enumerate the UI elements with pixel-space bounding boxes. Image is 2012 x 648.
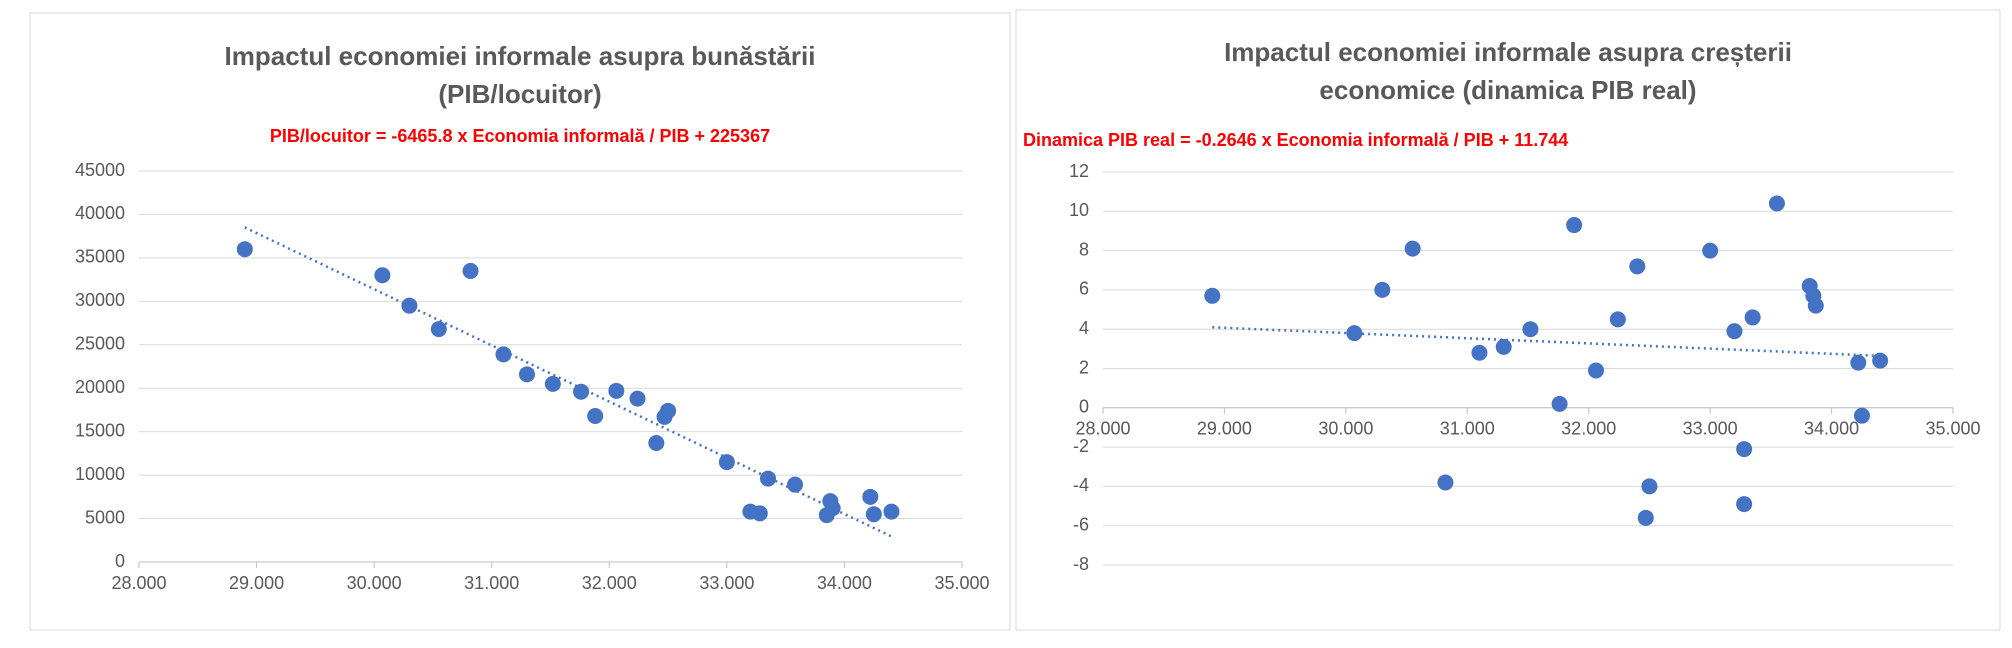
- point: [1374, 281, 1391, 298]
- point: [1404, 240, 1421, 257]
- x-tick-label: 32.000: [1561, 419, 1616, 439]
- point: [718, 454, 735, 471]
- point: [751, 505, 768, 522]
- point: [862, 488, 879, 505]
- chart-panel: [1015, 9, 2001, 631]
- x-tick-label: 32.000: [582, 573, 637, 593]
- point: [1702, 242, 1719, 259]
- point: [824, 500, 841, 517]
- chart-title: Impactul economiei informale asupra bună…: [225, 41, 816, 71]
- y-tick-label: 4: [1079, 318, 1089, 338]
- point: [883, 503, 900, 520]
- y-tick-label: 40000: [75, 203, 125, 223]
- point: [1637, 509, 1654, 526]
- x-tick-label: 31.000: [464, 573, 519, 593]
- chart-panel: [29, 12, 1011, 631]
- point: [544, 375, 561, 392]
- y-tick-label: 25000: [75, 334, 125, 354]
- point: [374, 267, 391, 284]
- point: [1744, 309, 1761, 326]
- point: [1850, 354, 1867, 371]
- point: [1204, 287, 1221, 304]
- trendline-equation: PIB/locuitor = -6465.8 x Economia inform…: [270, 126, 770, 146]
- point: [587, 408, 604, 425]
- x-tick-label: 30.000: [1318, 419, 1373, 439]
- x-tick-label: 34.000: [817, 573, 872, 593]
- x-tick-label: 33.000: [699, 573, 754, 593]
- y-tick-label: 20000: [75, 377, 125, 397]
- point: [1609, 311, 1626, 328]
- x-tick-label: 29.000: [229, 573, 284, 593]
- x-tick-label: 35.000: [1925, 419, 1980, 439]
- trendline-equation: Dinamica PIB real = -0.2646 x Economia i…: [1023, 130, 1568, 150]
- y-tick-label: 35000: [75, 247, 125, 267]
- x-tick-label: 34.000: [1804, 419, 1859, 439]
- y-tick-label: -2: [1073, 436, 1089, 456]
- point: [629, 390, 646, 407]
- y-tick-label: 10000: [75, 464, 125, 484]
- point: [1872, 352, 1889, 369]
- point: [1768, 195, 1785, 212]
- x-tick-label: 35.000: [934, 573, 989, 593]
- point: [1853, 407, 1870, 424]
- y-tick-label: 30000: [75, 290, 125, 310]
- point: [1495, 338, 1512, 355]
- point: [236, 241, 253, 258]
- point: [608, 382, 625, 399]
- point: [430, 321, 447, 338]
- y-tick-label: 5000: [85, 507, 125, 527]
- y-tick-label: 12: [1069, 161, 1089, 181]
- x-tick-label: 28.000: [111, 573, 166, 593]
- y-tick-label: 10: [1069, 200, 1089, 220]
- point: [1736, 441, 1753, 458]
- x-tick-label: 33.000: [1683, 419, 1738, 439]
- x-tick-label: 28.000: [1075, 419, 1130, 439]
- chart-title: (PIB/locuitor): [438, 79, 601, 109]
- point: [573, 383, 590, 400]
- y-tick-label: -6: [1073, 514, 1089, 534]
- y-tick-label: 15000: [75, 420, 125, 440]
- point: [1522, 321, 1539, 338]
- point: [1346, 325, 1363, 342]
- point: [787, 476, 804, 493]
- x-tick-label: 31.000: [1440, 419, 1495, 439]
- y-tick-label: 45000: [75, 160, 125, 180]
- y-tick-label: -4: [1073, 475, 1089, 495]
- y-tick-label: -8: [1073, 554, 1089, 574]
- point: [760, 470, 777, 487]
- y-tick-label: 8: [1079, 239, 1089, 259]
- x-tick-label: 29.000: [1197, 419, 1252, 439]
- point: [660, 402, 677, 419]
- point: [1471, 344, 1488, 361]
- point: [495, 346, 512, 363]
- chart-title: economice (dinamica PIB real): [1319, 75, 1696, 105]
- point: [518, 366, 535, 383]
- point: [401, 297, 418, 314]
- point: [1807, 297, 1824, 314]
- point: [462, 262, 479, 279]
- point: [1588, 362, 1604, 379]
- y-tick-label: 2: [1079, 357, 1089, 377]
- point: [1726, 323, 1743, 340]
- chart-title: Impactul economiei informale asupra creș…: [1224, 37, 1792, 67]
- point: [1736, 496, 1753, 513]
- point: [648, 434, 665, 451]
- y-tick-label: 0: [1079, 397, 1089, 417]
- y-tick-label: 6: [1079, 279, 1089, 299]
- point: [1629, 258, 1646, 275]
- point: [865, 506, 882, 523]
- y-tick-label: 0: [115, 551, 125, 571]
- x-tick-label: 30.000: [347, 573, 402, 593]
- point: [1437, 474, 1454, 491]
- point: [1566, 217, 1583, 234]
- point: [1641, 478, 1658, 495]
- point: [1551, 395, 1568, 412]
